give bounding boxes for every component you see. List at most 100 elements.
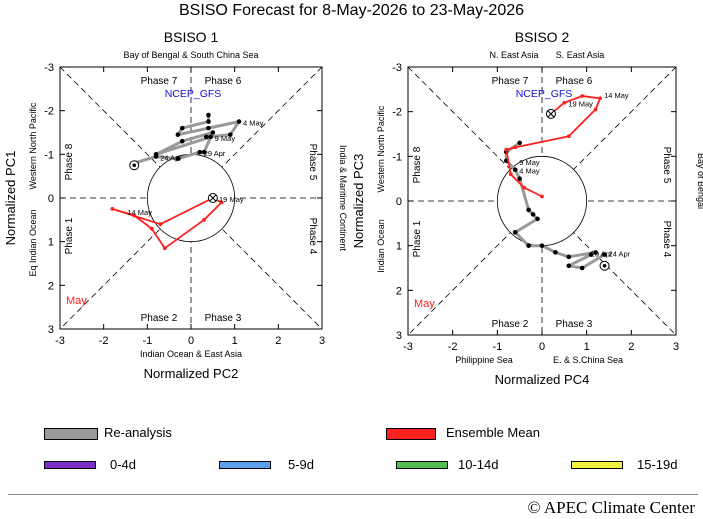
- panel-2-end-marker-cross-b: [547, 110, 555, 118]
- panel-2-start-marker-dot: [602, 263, 607, 268]
- page-title: BSISO Forecast for 8-May-2026 to 23-May-…: [178, 2, 525, 19]
- panel-2-model-label: NCEP_GFS: [516, 88, 573, 100]
- legend-lead-0-4d-label: 0-4d: [110, 457, 137, 472]
- panel-2-reanalysis-point: [517, 176, 522, 181]
- panel-1-x-tick-label: 1: [232, 335, 238, 347]
- panel-1-reanalysis-point: [175, 156, 181, 161]
- panel-1-date-label: 14 May: [127, 208, 152, 217]
- panel-1-x-tick-label: -2: [99, 335, 109, 347]
- panel-2-reanalysis-point: [579, 265, 585, 271]
- panel-1-x-tick-label: 3: [319, 335, 325, 347]
- panel-2-date-label: 4 May: [519, 167, 540, 176]
- panel-1-date-label: 19 May: [219, 195, 244, 204]
- legend-lead-10-14d-swatch: [396, 461, 448, 469]
- panel-2-reanalysis-point: [553, 250, 558, 255]
- panel-1-subtitle: Bay of Bengal & South China Sea: [123, 50, 258, 60]
- panel-1-reanalysis-point: [210, 130, 216, 135]
- panel-2-month-label: May: [414, 298, 435, 310]
- legend-lead-15-19d-label: 15-19d: [637, 457, 678, 472]
- panel-2-subtitle-right: S. East Asia: [556, 50, 605, 60]
- panel-1-reanalysis-point: [228, 132, 233, 137]
- panel-1-ensemble-point: [219, 200, 224, 205]
- panel-2-phase-6-label: Phase 6: [556, 76, 593, 87]
- panel-2-ensemble-point: [598, 96, 602, 101]
- panel-1-date-label: 24 Apr: [160, 154, 182, 163]
- panel-1-x-tick-label: 2: [275, 335, 281, 347]
- panel-2-y-tick-label: 1: [396, 241, 402, 253]
- panel-2-reanalysis-point: [526, 243, 531, 248]
- legend-lead-5-9d-label: 5-9d: [288, 457, 315, 472]
- panel-1-reanalysis-point: [179, 138, 185, 144]
- panel-2-ensemble-point: [504, 147, 509, 152]
- panel-2-phase-5-label: Phase 5: [661, 147, 672, 184]
- panel-2-reanalysis-point: [535, 216, 540, 222]
- panel-1-reanalysis-point: [179, 125, 185, 131]
- panel-1-reanalysis-point: [175, 132, 181, 137]
- panel-2-subtitle-left: N. East Asia: [489, 50, 538, 60]
- panel-2-y-tick-label: -3: [392, 62, 402, 74]
- panel-1-x-axis-title: Normalized PC2: [144, 366, 239, 381]
- panel-2-diagonal-line-a: [407, 66, 677, 336]
- panel-2-ensemble-point: [593, 107, 598, 112]
- panel-1-y-tick-label: -1: [44, 149, 54, 161]
- bottom-divider: [8, 494, 698, 495]
- panel-1-reanalysis-point: [206, 125, 211, 131]
- panel-1-y-axis-title: Normalized PC1: [3, 151, 18, 246]
- panel-2-phase-7-label: Phase 7: [492, 76, 529, 87]
- legend-lead-5-9d-swatch: [219, 461, 271, 469]
- panel-1-reanalysis-point: [153, 152, 159, 157]
- panel-2-title: BSISO 2: [515, 29, 570, 45]
- copyright-notice: © APEC Climate Center: [527, 498, 695, 517]
- panel-2-right-region-label: Bay of Bengal: [696, 153, 703, 209]
- panel-2-reanalysis-point: [566, 254, 572, 260]
- panel-1-reanalysis-point: [206, 119, 211, 124]
- panel-2-x-tick-label: 0: [539, 341, 545, 353]
- panel-1-left-region-label-inner: Western North Pacific: [28, 102, 38, 189]
- panel-2-reanalysis-point: [526, 207, 531, 213]
- panel-2-x-tick-label: 1: [584, 341, 590, 353]
- panel-1-x-tick-label: 0: [188, 335, 194, 347]
- panel-1-right-region-label: India & Maritime Continent: [338, 145, 348, 252]
- panel-2-x-tick-label: -3: [403, 341, 413, 353]
- legend-lead-10-14d-label: 10-14d: [458, 457, 499, 472]
- panel-1-y-tick-label: -3: [44, 62, 54, 74]
- panel-1-x-tick-label: -3: [55, 335, 65, 347]
- panel-1-phase-5-label: Phase 5: [307, 144, 318, 181]
- panel-2-date-label: 9 May: [519, 158, 540, 167]
- panel-1-reanalysis-point: [201, 149, 207, 155]
- panel-2-date-label: 19 May: [568, 100, 593, 109]
- panel-1-reanalysis-point: [236, 119, 242, 124]
- legend-ensemble-label: Ensemble Mean: [446, 425, 540, 440]
- panel-2-date-label: 24 Apr: [609, 249, 631, 258]
- panel-2-reanalysis-point: [602, 252, 607, 257]
- panel-2-x-axis-title: Normalized PC4: [495, 372, 590, 387]
- panel-2-reanalysis-point: [512, 229, 518, 235]
- panel-2-reanalysis-point: [566, 263, 572, 269]
- panel-2-y-tick-label: 3: [396, 330, 402, 342]
- panel-2-diagonal-line-b: [407, 66, 677, 336]
- panel-1-y-tick-label: 1: [48, 237, 54, 249]
- panel-2-reanalysis-point: [512, 167, 518, 173]
- panel-1-y-tick-label: 0: [48, 193, 54, 205]
- panel-2-ensemble-point: [580, 94, 585, 98]
- panel-1-reanalysis-point: [203, 134, 209, 140]
- panel-2-left-region-label-outer: Indian Ocean: [376, 219, 386, 273]
- panel-1-reanalysis-point: [208, 134, 213, 140]
- panel-2-reanalysis-point: [588, 252, 594, 257]
- panel-1-phase-3-label: Phase 3: [205, 313, 242, 324]
- panel-2-ensemble-point: [508, 172, 513, 177]
- legend-lead-15-19d-swatch: [571, 461, 623, 469]
- panel-2-left-region-label-inner: Western North Pacific: [376, 105, 386, 192]
- panel-1-ensemble-point: [158, 222, 163, 227]
- panel-2-phase-2-label: Phase 2: [492, 319, 529, 330]
- panel-1-end-marker-cross-b: [209, 194, 217, 202]
- panel-1-ensemble-point: [132, 213, 137, 218]
- panel-2-ensemble-point: [562, 100, 567, 105]
- panel-2-date-label: 29 Apr: [591, 249, 613, 258]
- panel-2-ensemble-point: [566, 134, 571, 139]
- panel-1-x-tick-label: -1: [142, 335, 152, 347]
- panel-1-bottom-region-label: Indian Ocean & East Asia: [140, 349, 242, 359]
